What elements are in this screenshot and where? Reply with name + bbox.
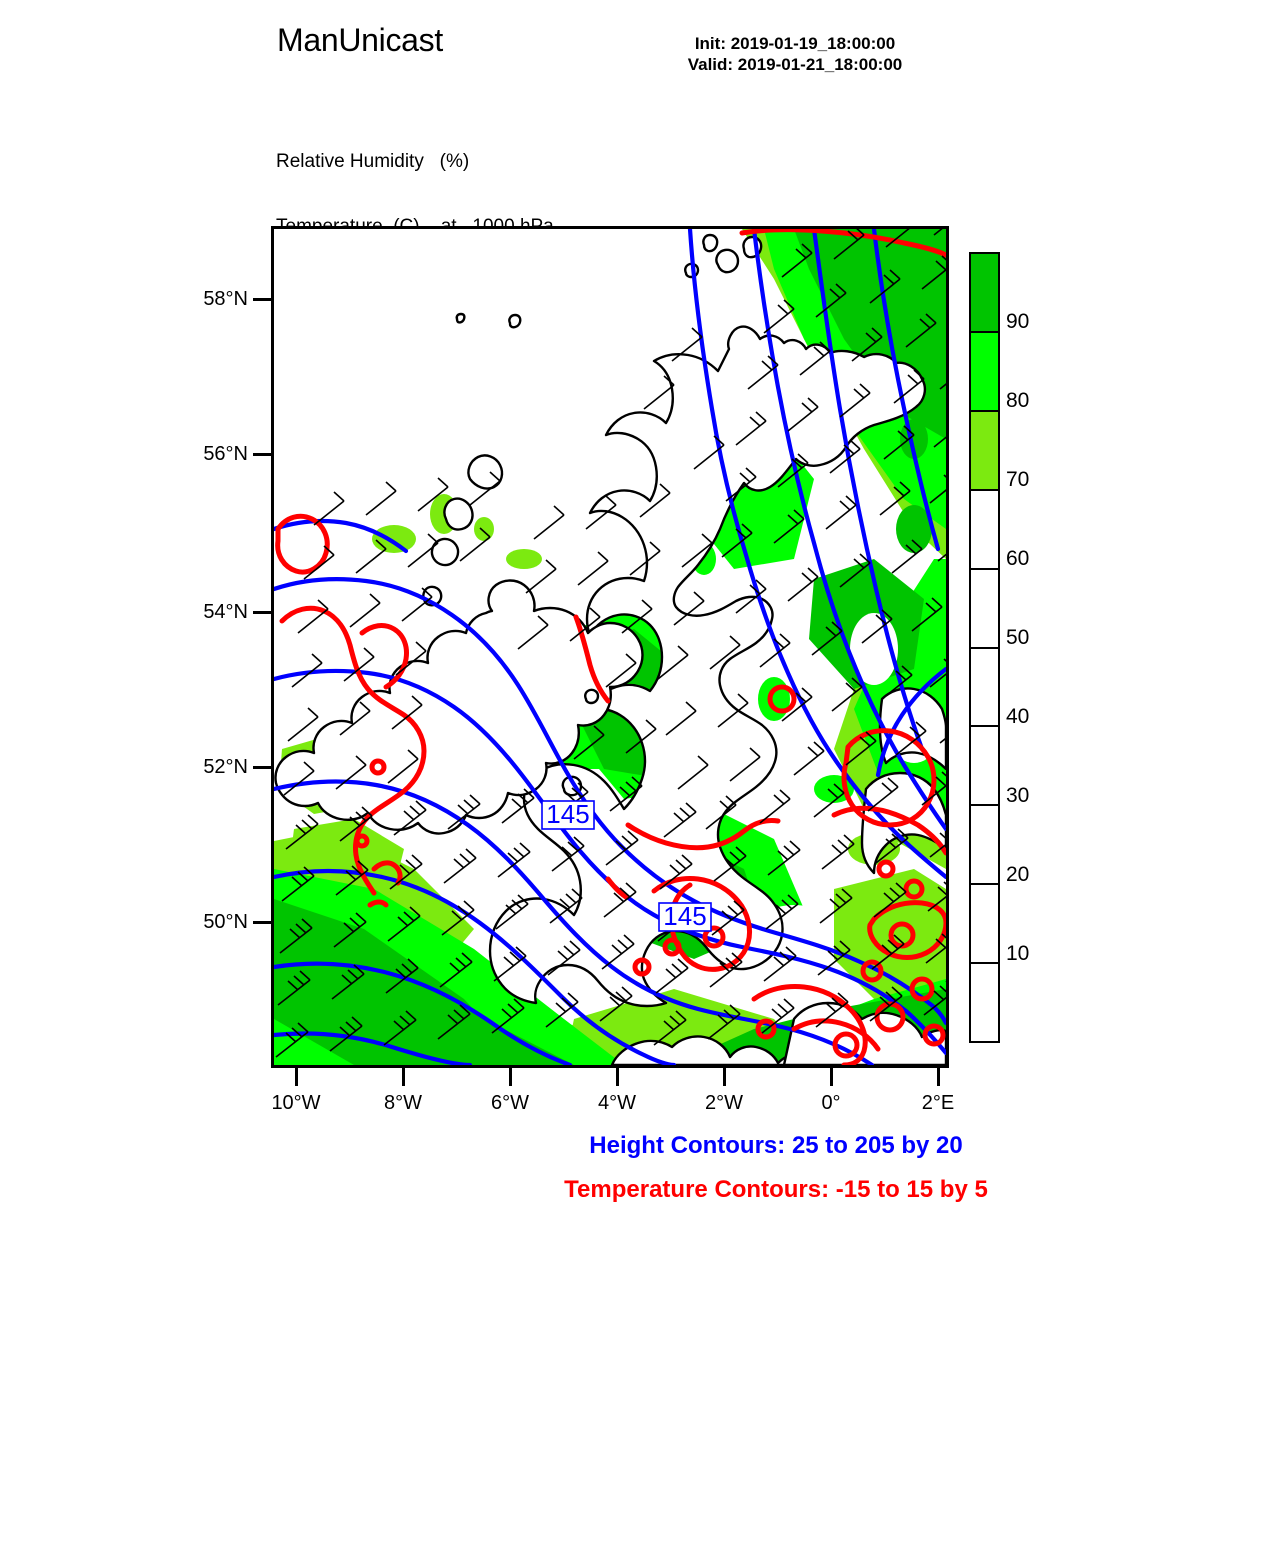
colorbar-label-40: 40 [1006, 705, 1030, 728]
lat-tick-50 [253, 921, 271, 924]
colorbar-cell-20-30 [971, 806, 998, 886]
colorbar-cell-70-80 [971, 411, 998, 491]
page-title: ManUnicast [277, 22, 443, 58]
lat-label-54: 54°N [203, 601, 248, 623]
init-valid-times: Init: 2019-01-19_18:00:00 Valid: 2019-01… [630, 33, 960, 75]
colorbar-cell-40-50 [971, 648, 998, 728]
colorbar-cell-30-40 [971, 727, 998, 807]
lon-tick-8w [402, 1068, 405, 1086]
relative-humidity-colorbar[interactable] [969, 252, 1000, 1043]
colorbar-label-10: 10 [1006, 942, 1030, 965]
weather-map[interactable]: 145 145 [271, 226, 949, 1068]
lat-label-52: 52°N [203, 756, 248, 778]
height-contours-legend: Height Contours: 25 to 205 by 20 [589, 1132, 963, 1159]
colorbar-cell-90-100 [971, 254, 998, 333]
lat-tick-52 [253, 766, 271, 769]
field-line-humidity: Relative Humidity (%) [276, 151, 470, 172]
lon-tick-0 [830, 1068, 833, 1086]
colorbar-label-30: 30 [1006, 784, 1030, 807]
lon-tick-6w [509, 1068, 512, 1086]
lon-label-2w: 2°W [705, 1092, 743, 1114]
valid-time: Valid: 2019-01-21_18:00:00 [687, 55, 903, 74]
colorbar-label-20: 20 [1006, 863, 1030, 886]
lon-label-4w: 4°W [598, 1092, 636, 1114]
lat-tick-54 [253, 611, 271, 614]
lat-label-56: 56°N [203, 443, 248, 465]
colorbar-label-90: 90 [1006, 310, 1030, 333]
lon-tick-2e [937, 1068, 940, 1086]
lon-tick-10w [295, 1068, 298, 1086]
lon-tick-2w [723, 1068, 726, 1086]
colorbar-cell-50-60 [971, 569, 998, 649]
lon-label-10w: 10°W [271, 1092, 321, 1114]
height-contour-label-145a: 145 [546, 799, 589, 829]
lon-label-6w: 6°W [491, 1092, 529, 1114]
lon-label-8w: 8°W [384, 1092, 422, 1114]
colorbar-cell-10-20 [971, 885, 998, 965]
contour-label-group: 145 145 [541, 799, 712, 932]
init-time: Init: 2019-01-19_18:00:00 [694, 34, 896, 53]
colorbar-label-80: 80 [1006, 389, 1030, 412]
colorbar-cell-0-10 [971, 964, 998, 1042]
lat-label-58: 58°N [203, 288, 248, 310]
height-contour-label-145b: 145 [663, 901, 706, 931]
temperature-contours [275, 229, 946, 1065]
lon-label-2e: 2°E [921, 1092, 955, 1114]
colorbar-label-70: 70 [1006, 468, 1030, 491]
lat-tick-56 [253, 453, 271, 456]
colorbar-cell-60-70 [971, 490, 998, 570]
map-canvas: 145 145 [274, 229, 946, 1065]
lat-label-50: 50°N [203, 911, 248, 933]
lon-tick-4w [616, 1068, 619, 1086]
height-contours [274, 229, 946, 1065]
colorbar-cell-80-90 [971, 332, 998, 412]
lon-label-0: 0° [821, 1092, 841, 1114]
colorbar-label-60: 60 [1006, 547, 1030, 570]
temperature-contours-legend: Temperature Contours: -15 to 15 by 5 [564, 1176, 988, 1203]
lat-tick-58 [253, 298, 271, 301]
colorbar-label-50: 50 [1006, 626, 1030, 649]
